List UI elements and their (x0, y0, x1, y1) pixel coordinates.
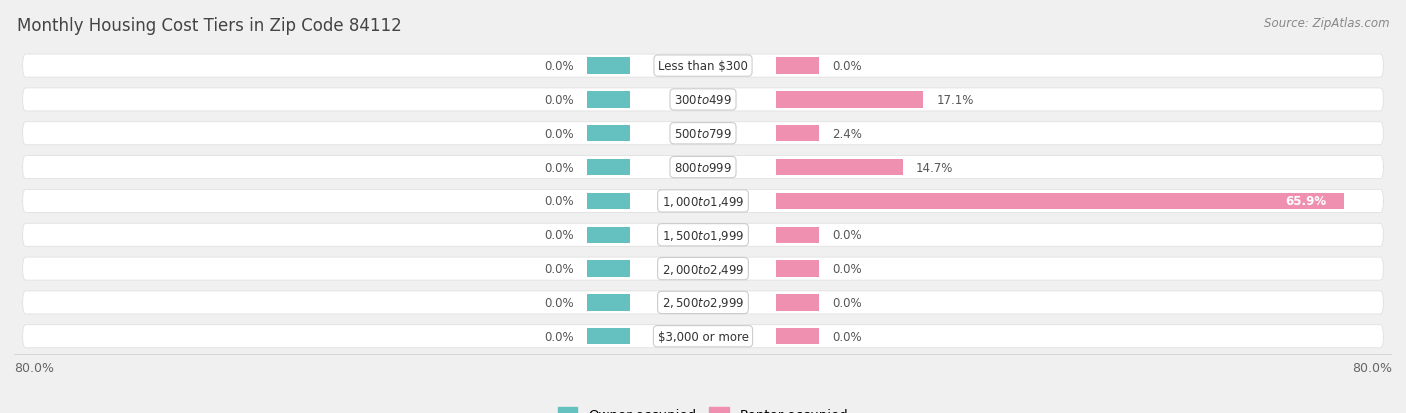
Text: $500 to $799: $500 to $799 (673, 128, 733, 140)
Legend: Owner-occupied, Renter-occupied: Owner-occupied, Renter-occupied (553, 402, 853, 413)
Text: $1,000 to $1,499: $1,000 to $1,499 (662, 195, 744, 209)
Text: 0.0%: 0.0% (832, 296, 862, 309)
Text: $800 to $999: $800 to $999 (673, 161, 733, 174)
Bar (776, 159, 903, 176)
Text: Source: ZipAtlas.com: Source: ZipAtlas.com (1264, 17, 1389, 29)
Text: 2.4%: 2.4% (832, 128, 862, 140)
Text: 0.0%: 0.0% (832, 262, 862, 275)
Text: $2,500 to $2,999: $2,500 to $2,999 (662, 296, 744, 310)
FancyBboxPatch shape (22, 156, 1384, 179)
Bar (586, 126, 630, 142)
Text: 14.7%: 14.7% (915, 161, 953, 174)
Text: 0.0%: 0.0% (832, 330, 862, 343)
Bar (776, 126, 820, 142)
Text: 0.0%: 0.0% (544, 330, 574, 343)
Bar (586, 92, 630, 108)
Text: 80.0%: 80.0% (14, 361, 53, 374)
Bar (776, 294, 820, 311)
Bar (586, 193, 630, 209)
Text: $3,000 or more: $3,000 or more (658, 330, 748, 343)
Text: 65.9%: 65.9% (1285, 195, 1326, 208)
Bar (586, 294, 630, 311)
Text: $2,000 to $2,499: $2,000 to $2,499 (662, 262, 744, 276)
FancyBboxPatch shape (22, 257, 1384, 280)
FancyBboxPatch shape (22, 123, 1384, 145)
Bar (776, 92, 924, 108)
Text: 0.0%: 0.0% (832, 60, 862, 73)
Text: 0.0%: 0.0% (544, 195, 574, 208)
Bar (776, 328, 820, 344)
Bar (586, 328, 630, 344)
Text: $1,500 to $1,999: $1,500 to $1,999 (662, 228, 744, 242)
Bar (776, 58, 820, 74)
Text: Less than $300: Less than $300 (658, 60, 748, 73)
Bar (586, 159, 630, 176)
Text: 0.0%: 0.0% (544, 94, 574, 107)
Text: $300 to $499: $300 to $499 (673, 94, 733, 107)
Text: 0.0%: 0.0% (544, 296, 574, 309)
Bar (776, 193, 1344, 209)
Bar (586, 227, 630, 243)
Text: 17.1%: 17.1% (936, 94, 974, 107)
FancyBboxPatch shape (22, 325, 1384, 348)
FancyBboxPatch shape (22, 190, 1384, 213)
FancyBboxPatch shape (22, 89, 1384, 112)
Bar (776, 261, 820, 277)
FancyBboxPatch shape (22, 224, 1384, 247)
Bar (586, 261, 630, 277)
Text: 80.0%: 80.0% (1353, 361, 1392, 374)
Text: 0.0%: 0.0% (544, 60, 574, 73)
Text: 0.0%: 0.0% (544, 128, 574, 140)
Text: 0.0%: 0.0% (544, 161, 574, 174)
Text: 0.0%: 0.0% (832, 229, 862, 242)
Text: 0.0%: 0.0% (544, 262, 574, 275)
Text: Monthly Housing Cost Tiers in Zip Code 84112: Monthly Housing Cost Tiers in Zip Code 8… (17, 17, 402, 34)
Text: 0.0%: 0.0% (544, 229, 574, 242)
FancyBboxPatch shape (22, 291, 1384, 314)
Bar (586, 58, 630, 74)
Bar (776, 227, 820, 243)
FancyBboxPatch shape (22, 55, 1384, 78)
